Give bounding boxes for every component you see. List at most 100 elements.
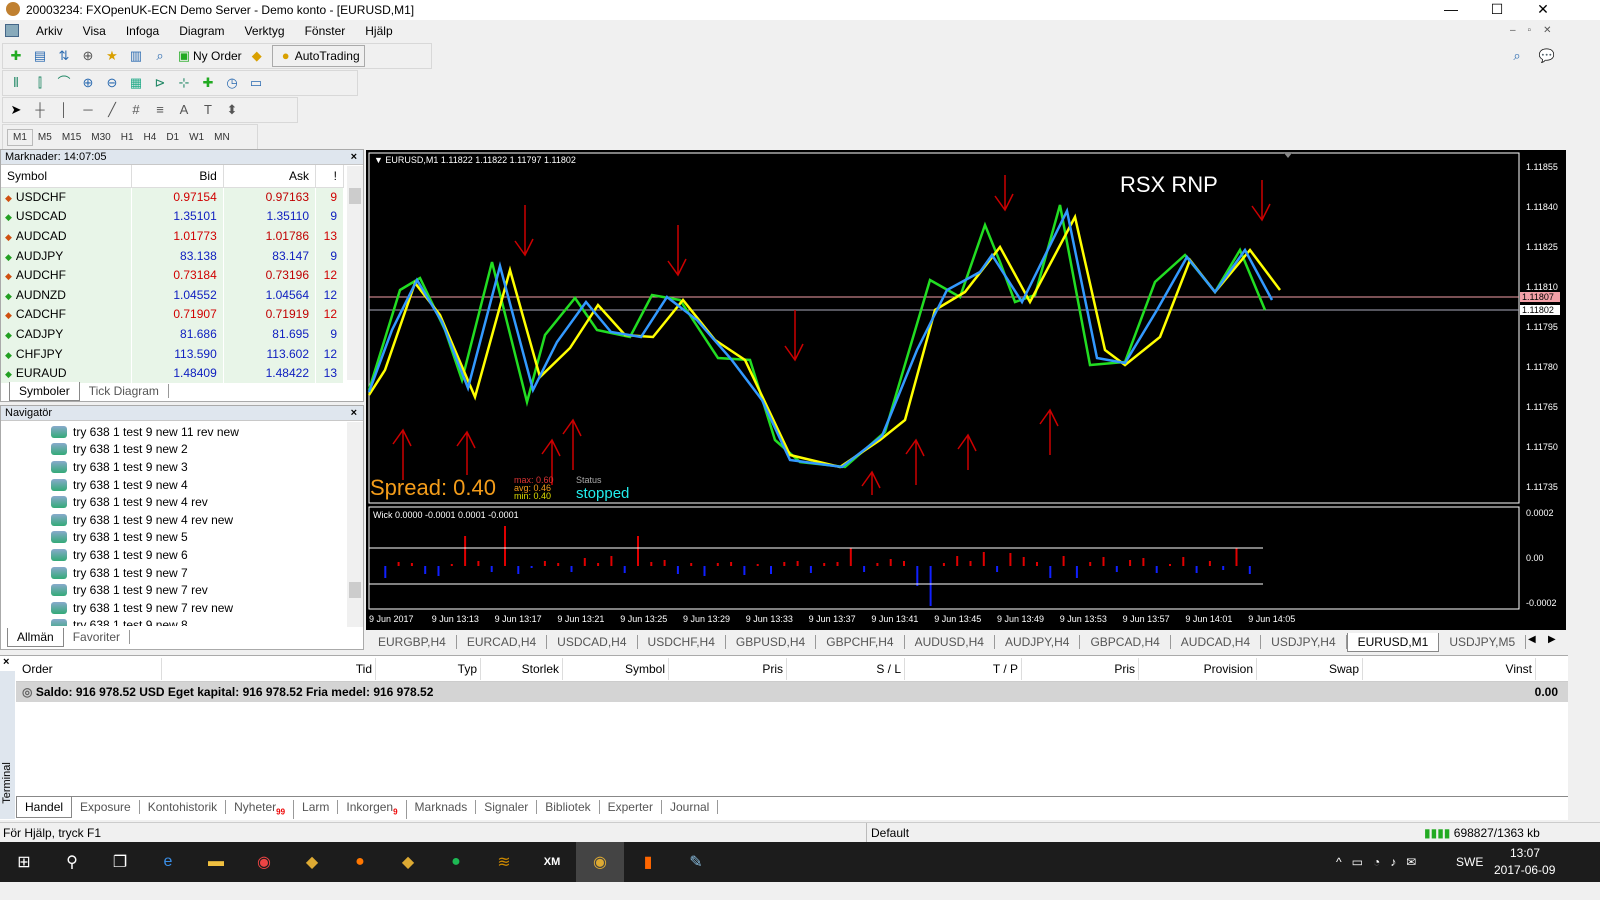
- col-spread[interactable]: !: [315, 165, 344, 188]
- zoom-in-icon[interactable]: ⊕: [82, 75, 94, 90]
- line-chart-icon[interactable]: ⌒: [57, 75, 71, 90]
- column-header[interactable]: Swap: [1283, 658, 1363, 680]
- column-header[interactable]: Typ: [401, 658, 481, 680]
- chart-tab[interactable]: EURGBP,H4: [368, 635, 457, 649]
- market-row[interactable]: ◆ AUDNZD 1.04552 1.04564 12: [1, 284, 344, 305]
- text-icon[interactable]: A: [179, 102, 189, 117]
- market-row[interactable]: ◆ CADJPY 81.686 81.695 9: [1, 324, 344, 344]
- navigator-item[interactable]: try 638 1 test 9 new 11 rev new: [1, 423, 363, 441]
- chart-tab[interactable]: GBPUSD,H4: [726, 635, 817, 649]
- profiles-icon[interactable]: ▤: [33, 48, 47, 63]
- menu-visa[interactable]: Visa: [82, 24, 106, 38]
- col-ask[interactable]: Ask: [223, 165, 317, 188]
- chart-tab[interactable]: USDJPY,M5: [1439, 635, 1527, 649]
- app-icon[interactable]: ≋: [497, 854, 511, 871]
- chart-tab[interactable]: USDCAD,H4: [547, 635, 638, 649]
- terminal-tab[interactable]: Kontohistorik: [140, 800, 227, 814]
- tab-scroll-left[interactable]: ◀: [1528, 634, 1536, 645]
- fibonacci-icon[interactable]: ≡: [156, 102, 164, 117]
- navigator-item[interactable]: try 638 1 test 9 new 7 rev new: [1, 599, 363, 617]
- market-watch-icon[interactable]: ⇅: [58, 48, 70, 63]
- balance-row[interactable]: ◎ Saldo: 916 978.52 USD Eget kapital: 91…: [16, 682, 1568, 702]
- menu-verktyg[interactable]: Verktyg: [244, 24, 285, 38]
- column-header[interactable]: S / L: [825, 658, 905, 680]
- favorites-icon[interactable]: ★: [106, 48, 118, 63]
- menu-fonster[interactable]: Fönster: [304, 24, 346, 38]
- navigator-item[interactable]: try 638 1 test 9 new 8: [1, 617, 363, 626]
- tray-icons[interactable]: ^▭◔♪✉: [1336, 855, 1427, 869]
- firefox-icon[interactable]: ●: [355, 853, 365, 870]
- search-icon[interactable]: ⚲: [66, 854, 78, 871]
- clock-date[interactable]: 2017-06-09: [1494, 863, 1556, 877]
- metaeditor-icon[interactable]: ◆: [251, 48, 262, 63]
- terminal-tab[interactable]: Larm: [294, 800, 339, 814]
- trendline-icon[interactable]: ╱: [108, 102, 116, 117]
- indicators-icon[interactable]: ✚: [202, 75, 214, 90]
- start-icon[interactable]: ⊞: [17, 854, 31, 871]
- chat-icon[interactable]: 💬: [1538, 48, 1556, 63]
- timeframe-m5[interactable]: M5: [37, 131, 52, 143]
- timeframe-h4[interactable]: H4: [143, 131, 157, 143]
- horizontal-line-icon[interactable]: ─: [83, 102, 93, 117]
- maximize-button[interactable]: ☐: [1490, 1, 1504, 17]
- timeframe-d1[interactable]: D1: [166, 131, 180, 143]
- tile-windows-icon[interactable]: ▦: [129, 75, 143, 90]
- column-header[interactable]: Symbol: [589, 658, 669, 680]
- autotrading-button[interactable]: ● AutoTrading: [271, 45, 365, 67]
- column-header[interactable]: Storlek: [483, 658, 563, 680]
- tab-tick-chart[interactable]: Tick Diagram: [80, 384, 169, 398]
- crosshair-icon[interactable]: ⊕: [82, 48, 94, 63]
- scrollbar-thumb[interactable]: [349, 188, 361, 204]
- navigator-item[interactable]: try 638 1 test 9 new 2: [1, 441, 363, 459]
- market-row[interactable]: ◆ AUDCAD 1.01773 1.01786 13: [1, 226, 344, 246]
- text-label-icon[interactable]: T: [204, 102, 212, 117]
- timeframe-m1[interactable]: M1: [7, 128, 33, 146]
- search-icon[interactable]: ⌕: [1513, 48, 1521, 63]
- column-header[interactable]: T / P: [942, 658, 1022, 680]
- column-header[interactable]: Tid: [296, 658, 376, 680]
- chart-tab[interactable]: GBPCHF,H4: [816, 635, 905, 649]
- bar-chart-icon[interactable]: ⫴: [13, 75, 19, 90]
- chart-canvas[interactable]: [366, 150, 1566, 630]
- navigator-item[interactable]: try 638 1 test 9 new 5: [1, 529, 363, 547]
- chart-tab[interactable]: USDJPY,H4: [1261, 635, 1347, 649]
- chrome-icon[interactable]: ◉: [257, 854, 271, 871]
- spotify-icon[interactable]: ●: [451, 853, 461, 870]
- vertical-line-icon[interactable]: │: [59, 102, 69, 117]
- new-chart-icon[interactable]: ✚: [10, 48, 22, 63]
- tab-favorites[interactable]: Favoriter: [64, 630, 131, 644]
- close-icon[interactable]: ×: [350, 151, 357, 163]
- terminal-tab[interactable]: Nyheter99: [226, 800, 295, 820]
- market-row[interactable]: ◆ AUDJPY 83.138 83.147 9: [1, 245, 344, 266]
- navigator-item[interactable]: try 638 1 test 9 new 3: [1, 458, 363, 476]
- navigator-item[interactable]: try 638 1 test 9 new 7 rev: [1, 581, 363, 599]
- terminal-tab[interactable]: Inkorgen9: [338, 800, 407, 820]
- terminal-tab[interactable]: Journal: [662, 800, 719, 814]
- column-header[interactable]: Pris: [707, 658, 787, 680]
- cursor-icon[interactable]: ➤: [10, 102, 22, 117]
- strategy-tester-icon[interactable]: ⌕: [156, 48, 164, 63]
- tab-symbols[interactable]: Symboler: [9, 382, 80, 401]
- close-icon[interactable]: ×: [350, 407, 357, 419]
- scrollbar[interactable]: [347, 422, 363, 627]
- market-row[interactable]: ◆ CHFJPY 113.590 113.602 12: [1, 343, 344, 364]
- equidistant-channel-icon[interactable]: #: [132, 102, 140, 117]
- timeframe-h1[interactable]: H1: [120, 131, 134, 143]
- chart-shift-icon[interactable]: ⊳: [154, 75, 166, 90]
- menu-infoga[interactable]: Infoga: [125, 24, 160, 38]
- chart-tab[interactable]: EURCAD,H4: [457, 635, 548, 649]
- chart-tab[interactable]: AUDCAD,H4: [1171, 635, 1262, 649]
- navigator-icon[interactable]: ▥: [129, 48, 143, 63]
- terminal-tab[interactable]: Bibliotek: [537, 800, 600, 814]
- chart-tab[interactable]: EURUSD,M1: [1346, 633, 1440, 652]
- edge-icon[interactable]: e: [163, 853, 173, 870]
- market-row[interactable]: ◆ USDCHF 0.97154 0.97163 9: [1, 187, 344, 207]
- mt4-active-icon[interactable]: ◉: [576, 842, 624, 882]
- mdi-controls[interactable]: –▫✕: [1510, 25, 1564, 36]
- crosshair-tool-icon[interactable]: ┼: [35, 102, 45, 117]
- terminal-tab[interactable]: Exposure: [72, 800, 140, 814]
- navigator-item[interactable]: try 638 1 test 9 new 4 rev: [1, 493, 363, 511]
- navigator-item[interactable]: try 638 1 test 9 new 6: [1, 546, 363, 564]
- chart-window[interactable]: ▼ EURUSD,M1 1.11822 1.11822 1.11797 1.11…: [366, 150, 1566, 630]
- navigator-item[interactable]: try 638 1 test 9 new 4: [1, 476, 363, 494]
